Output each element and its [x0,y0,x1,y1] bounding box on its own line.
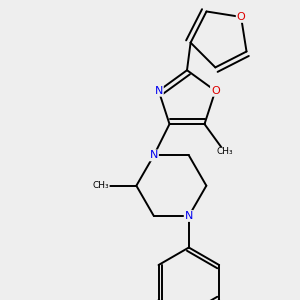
Text: O: O [211,86,220,96]
Text: N: N [154,86,163,96]
Text: CH₃: CH₃ [217,148,233,157]
Text: O: O [237,12,245,22]
Text: CH₃: CH₃ [92,181,109,190]
Text: N: N [150,150,158,161]
Text: N: N [185,211,193,221]
